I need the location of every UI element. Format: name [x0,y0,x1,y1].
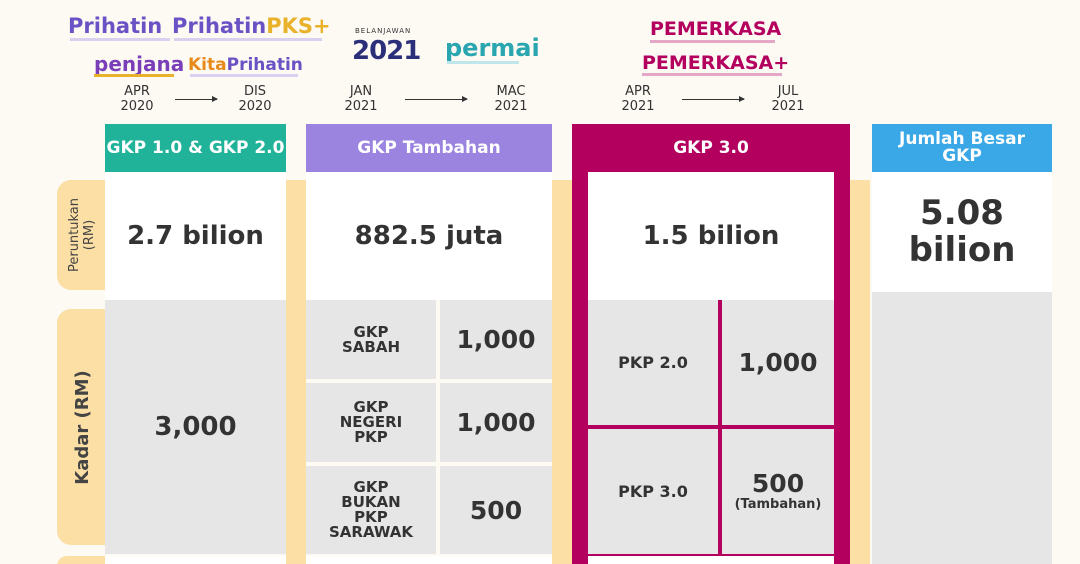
kadar-sub-label-bukan-pkp-sarawak-text: GKP BUKAN PKP SARAWAK [328,478,413,541]
row-label-kadar-text: Kadar (RM) [71,369,93,485]
column-3-next-row [588,556,834,564]
column-header-jumlah-besar: Jumlah Besar GKP [872,124,1052,172]
peruntukan-jumlah-besar: 5.08 bilion [872,172,1052,292]
kadar-sub-label-pkp-3-text: PKP 3.0 [618,482,688,501]
kita-word: Kita [188,55,227,75]
penjana-logo: penjana [94,52,185,76]
peruntukan-gkp-tambahan-value: 882.5 juta [354,221,504,251]
kadar-sub-label-bukan-pkp-sarawak: GKP BUKAN PKP SARAWAK [306,466,436,554]
kadar-gkp-1-2: 3,000 [105,300,286,554]
pemerkasa-plus-logo: PEMERKASA+ [642,52,790,74]
prihatin-pks-word: Prihatin [172,14,267,38]
peruntukan-gkp-3: 1.5 bilion [588,172,834,300]
peruntukan-gkp-1-2: 2.7 bilion [105,172,286,300]
kadar-jumlah-besar [872,292,1052,564]
kadar-sub-label-pkp-2: PKP 2.0 [588,300,718,425]
column-2-next-row [306,556,552,564]
pemerkasa-logo: PEMERKASA [650,18,782,40]
permai-logo: permai [445,34,540,62]
row-label-peruntukan-text: Peruntukan (RM) [67,197,98,273]
kadar-sub-label-pkp-3: PKP 3.0 [588,429,718,554]
kadar-sub-value-negeri-pkp-text: 1,000 [456,408,536,437]
column-1-next-row [105,556,286,564]
kita-prihatin-tagline [190,74,298,77]
prihatin-pks-tagline [174,38,322,41]
peruntukan-gkp-3-value: 1.5 bilion [642,221,780,251]
peruntukan-jumlah-besar-value: 5.08 bilion [908,193,1016,270]
prihatin-logo: Prihatin [68,14,163,38]
prihatin-pks-logo: PrihatinPKS+ [172,14,331,38]
kadar-sub-value-bukan-pkp-sarawak-text: 500 [469,495,523,525]
column-header-gkp-tambahan: GKP Tambahan [306,124,552,172]
column-gap-2 [552,180,572,564]
column-gap-3 [850,180,870,564]
kadar-sub-label-pkp-2-text: PKP 2.0 [618,353,688,372]
period-1-end: DIS 2020 [238,84,272,114]
kadar-sub-label-negeri-pkp: GKP NEGERI PKP [306,383,436,462]
kita-prihatin-logo: KitaPrihatin [188,55,303,75]
pemerkasa-tagline [650,40,775,43]
column-header-gkp-3: GKP 3.0 [673,138,749,158]
kadar-sub-label-sabah: GKP SABAH [306,300,436,379]
belanjawan-2021-logo: 2021 [352,36,421,66]
kita-prihatin-word: Prihatin [226,55,303,75]
row-label-next [57,556,107,564]
kadar-sub-note-pkp-3: (Tambahan) [734,497,822,512]
peruntukan-gkp-tambahan: 882.5 juta [306,172,552,300]
period-3-arrow [682,96,745,102]
kadar-sub-value-pkp-2-text: 1,000 [738,348,818,377]
kadar-sub-label-sabah-text: GKP SABAH [341,322,400,356]
penjana-tagline [94,74,174,77]
row-label-peruntukan: Peruntukan (RM) [57,180,107,290]
pemerkasa-plus-tagline [642,73,782,76]
period-3-start: APR 2021 [621,84,655,114]
period-1-arrow [175,96,218,102]
peruntukan-gkp-1-2-value: 2.7 bilion [127,221,264,251]
kadar-sub-value-pkp-2: 1,000 [722,300,834,425]
kadar-sub-value-bukan-pkp-sarawak: 500 [440,466,552,554]
period-1-start: APR 2020 [120,84,154,114]
column-gap-1 [286,180,306,564]
kadar-gkp-1-2-value: 3,000 [154,412,237,442]
kadar-sub-label-negeri-pkp-text: GKP NEGERI PKP [339,398,403,446]
kadar-sub-value-sabah-text: 1,000 [456,325,536,354]
kadar-sub-value-sabah: 1,000 [440,300,552,379]
kadar-sub-value-pkp-3-text: 500 [751,469,805,498]
column-header-gkp-1-2: GKP 1.0 & GKP 2.0 [105,124,286,172]
kadar-sub-value-pkp-3: 500 (Tambahan) [722,429,834,554]
prihatin-tagline [70,38,170,41]
period-2-arrow [405,96,468,102]
period-3-end: JUL 2021 [771,84,805,114]
permai-tagline [447,61,519,64]
pks-plus-word: PKS+ [266,14,331,38]
row-label-kadar: Kadar (RM) [57,309,107,545]
period-2-start: JAN 2021 [344,84,378,114]
kadar-sub-value-negeri-pkp: 1,000 [440,383,552,462]
period-2-end: MAC 2021 [494,84,528,114]
belanjawan-label: BELANJAWAN [355,27,412,35]
